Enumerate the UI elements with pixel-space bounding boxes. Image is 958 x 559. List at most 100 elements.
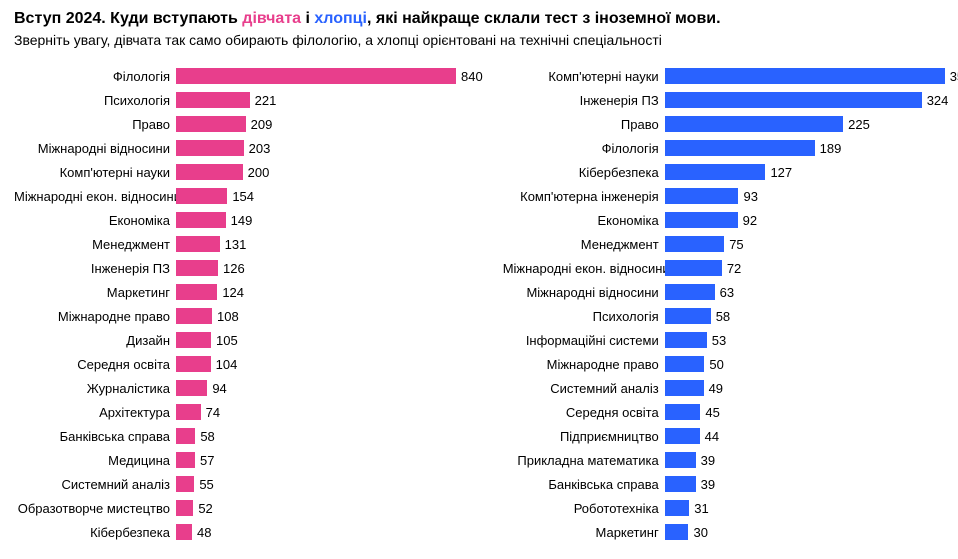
bar-label: Міжнародні відносини <box>503 285 665 300</box>
bar-value: 55 <box>194 477 213 492</box>
bar <box>665 476 696 492</box>
bar-row: Психологія221 <box>14 90 483 110</box>
bar-value: 149 <box>226 213 253 228</box>
bar <box>665 236 724 252</box>
bar-label: Право <box>503 117 665 132</box>
bar-value: 108 <box>212 309 239 324</box>
bar <box>665 332 707 348</box>
bar <box>176 140 244 156</box>
bar <box>665 116 843 132</box>
bar-row: Менеджмент75 <box>503 234 958 254</box>
bar-track: 225 <box>665 114 958 134</box>
bar-value: 50 <box>704 357 723 372</box>
bar-label: Інформаційні системи <box>503 333 665 348</box>
bar-row: Системний аналіз 49 <box>503 378 958 398</box>
boys-chart: Комп'ютерні науки353Інженерія ПЗ324Право… <box>503 66 958 542</box>
bar <box>176 212 226 228</box>
bar-row: Інженерія ПЗ324 <box>503 90 958 110</box>
bar-row: Медицина57 <box>14 450 483 470</box>
bar-track: 104 <box>176 354 483 374</box>
bar <box>665 452 696 468</box>
bar <box>176 164 243 180</box>
bar-value: 75 <box>724 237 743 252</box>
bar-row: Системний аналіз 55 <box>14 474 483 494</box>
bar-label: Системний аналіз <box>14 477 176 492</box>
bar <box>176 524 192 540</box>
bar-label: Комп'ютерна інженерія <box>503 189 665 204</box>
bar-row: Робототехніка31 <box>503 498 958 518</box>
bar-row: Підприємництво44 <box>503 426 958 446</box>
bar-label: Міжнародні екон. відносини <box>503 261 665 276</box>
bar-track: 94 <box>176 378 483 398</box>
bar-label: Банківська справа <box>14 429 176 444</box>
bar-row: Середня освіта104 <box>14 354 483 374</box>
bar-row: Кібербезпека 127 <box>503 162 958 182</box>
bar-label: Кібербезпека <box>14 525 176 540</box>
bar-track: 127 <box>665 162 958 182</box>
bar-row: Інженерія ПЗ126 <box>14 258 483 278</box>
charts-container: Філологія840 Психологія221 Право 209 Міжнаро… <box>14 66 944 542</box>
bar <box>176 452 195 468</box>
bar <box>665 188 739 204</box>
bar-track: 50 <box>665 354 958 374</box>
bar-label: Образотворче мистецтво <box>14 501 176 516</box>
bar-row: Міжнародне право50 <box>503 354 958 374</box>
bar-label: Дизайн <box>14 333 176 348</box>
bar-value: 53 <box>707 333 726 348</box>
bar <box>176 404 201 420</box>
bar-row: Менеджмент 131 <box>14 234 483 254</box>
bar <box>176 260 218 276</box>
bar-row: Образотворче мистецтво52 <box>14 498 483 518</box>
bar-track: 93 <box>665 186 958 206</box>
bar-value: 30 <box>688 525 707 540</box>
bar <box>176 476 194 492</box>
bar-value: 203 <box>244 141 271 156</box>
bar-row: Міжнародні відносини203 <box>14 138 483 158</box>
bar-track: 92 <box>665 210 958 230</box>
bar-label: Менеджмент <box>14 237 176 252</box>
bar-track: 154 <box>176 186 483 206</box>
bar-value: 74 <box>201 405 220 420</box>
bar-row: Економіка149 <box>14 210 483 230</box>
bar-label: Філологія <box>503 141 665 156</box>
bar-track: 74 <box>176 402 483 422</box>
bar-value: 49 <box>704 381 723 396</box>
bar-value: 127 <box>765 165 792 180</box>
bar-row: Середня освіта45 <box>503 402 958 422</box>
bar-row: Філологія840 <box>14 66 483 86</box>
bar-value: 209 <box>246 117 273 132</box>
bar-label: Інженерія ПЗ <box>14 261 176 276</box>
bar-row: Міжнародне право108 <box>14 306 483 326</box>
bar-track: 55 <box>176 474 483 494</box>
bar-track: 203 <box>176 138 483 158</box>
bar-label: Кібербезпека <box>503 165 665 180</box>
bar-value: 63 <box>715 285 734 300</box>
bar-track: 49 <box>665 378 958 398</box>
bar <box>176 332 211 348</box>
bar <box>665 140 815 156</box>
bar-value: 124 <box>217 285 244 300</box>
bar-label: Маркетинг <box>14 285 176 300</box>
bar-value: 353 <box>945 69 958 84</box>
bar-label: Інженерія ПЗ <box>503 93 665 108</box>
chart-subtitle: Зверніть увагу, дівчата так само обирают… <box>14 32 944 48</box>
bar-track: 75 <box>665 234 958 254</box>
bar <box>176 236 220 252</box>
bar-value: 154 <box>227 189 254 204</box>
bar-row: Міжнародні екон. відносини154 <box>14 186 483 206</box>
bar-row: Дизайн 105 <box>14 330 483 350</box>
bar-track: 131 <box>176 234 483 254</box>
bar <box>176 92 250 108</box>
bar-value: 131 <box>220 237 247 252</box>
bar-label: Системний аналіз <box>503 381 665 396</box>
bar-track: 221 <box>176 90 483 110</box>
bar-label: Архітектура <box>14 405 176 420</box>
bar-label: Маркетинг <box>503 525 665 540</box>
girls-chart: Філологія840Психологія221Право209Міжнаро… <box>14 66 483 542</box>
title-part-2: і <box>301 10 314 27</box>
bar-value: 105 <box>211 333 238 348</box>
bar <box>665 500 690 516</box>
bar <box>176 500 193 516</box>
bar-value: 225 <box>843 117 870 132</box>
bar-track: 105 <box>176 330 483 350</box>
